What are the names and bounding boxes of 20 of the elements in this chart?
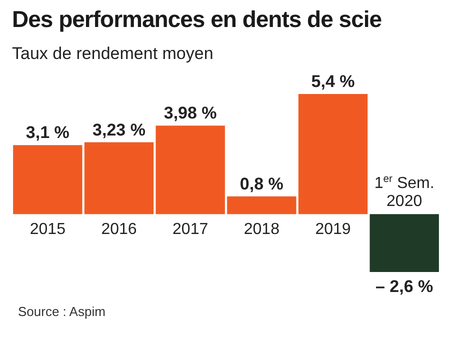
data-label: 3,23 % xyxy=(92,120,146,140)
source-note: Source : Aspim xyxy=(18,304,106,319)
bar xyxy=(227,196,296,214)
data-label: 3,98 % xyxy=(164,104,217,123)
chart-title: Des performances en dents de scie xyxy=(12,6,382,33)
bar xyxy=(13,145,82,214)
x-tick-label: 2017 xyxy=(172,221,208,238)
bar xyxy=(298,94,368,214)
x-tick-label: 2015 xyxy=(30,221,66,238)
bar xyxy=(370,214,439,272)
bar xyxy=(156,126,225,214)
data-label: 3,1 % xyxy=(26,123,70,142)
chart-subtitle: Taux de rendement moyen xyxy=(12,44,214,64)
x-tick-label: 2016 xyxy=(101,221,137,238)
bar xyxy=(84,142,154,214)
x-tick-label: 2019 xyxy=(315,221,351,238)
data-label: 0,8 % xyxy=(240,174,284,194)
data-label: – 2,6 % xyxy=(376,277,434,296)
data-label: 5,4 % xyxy=(311,72,355,91)
x-tick-label: 2018 xyxy=(244,221,280,238)
